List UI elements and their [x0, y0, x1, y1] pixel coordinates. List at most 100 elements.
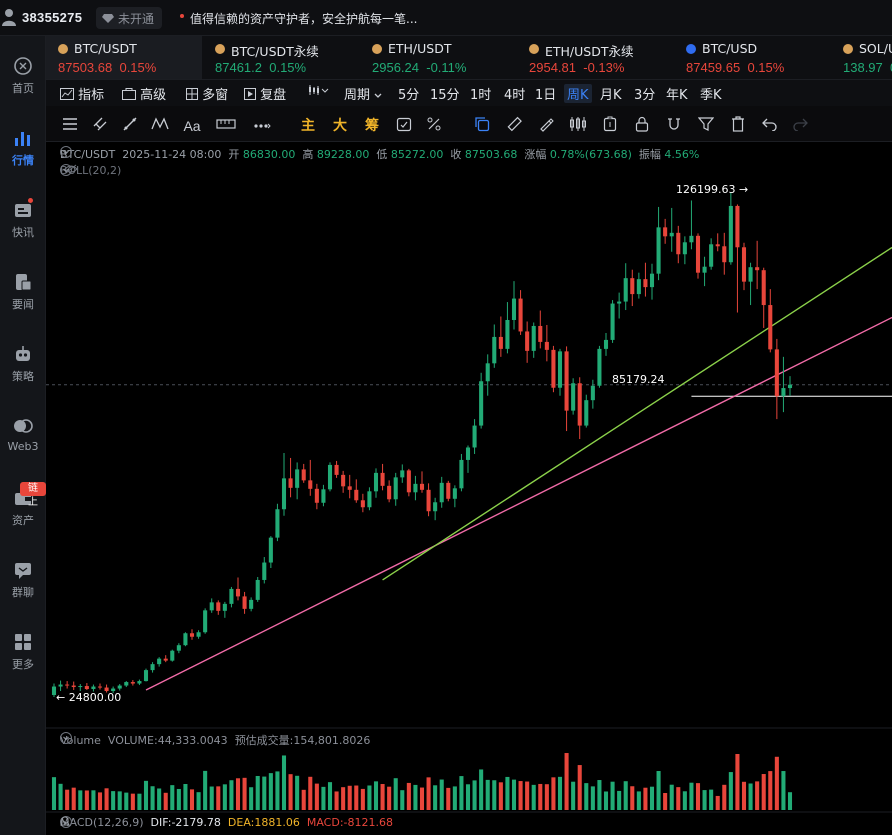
candle-body	[741, 247, 747, 282]
measure-icon[interactable]	[216, 116, 236, 136]
nav-item-chat[interactable]: 群聊	[0, 548, 46, 612]
interval-option[interactable]: 1日	[535, 88, 557, 103]
nav-item-market-chart[interactable]: 行情	[0, 116, 46, 180]
eye-hidden-icon[interactable]	[64, 164, 78, 174]
redo-icon[interactable]	[790, 116, 810, 136]
percent-icon[interactable]	[424, 116, 444, 136]
interval-option[interactable]: 5分	[398, 88, 420, 103]
multi-window-button[interactable]: 多窗	[186, 84, 228, 103]
candle-body	[281, 478, 287, 510]
interval-option[interactable]: 季K	[700, 88, 722, 103]
parallel-channel-icon[interactable]	[90, 116, 110, 136]
volume-bar	[71, 787, 76, 810]
candle-body	[689, 235, 694, 243]
ticker-tab[interactable]: ETH/USDT永续 2954.81 -0.13%	[517, 36, 673, 79]
candle-body	[354, 489, 359, 501]
trendline-icon[interactable]	[120, 116, 140, 136]
account-status-label: 未开通	[118, 11, 155, 26]
volume-bar	[577, 765, 582, 810]
ticker-tab[interactable]: SOL/U 138.97 0	[831, 36, 892, 79]
candle-body	[380, 472, 385, 486]
open-label: 开	[228, 148, 240, 161]
volume-bar	[183, 784, 188, 810]
copy-layers-icon[interactable]	[472, 116, 492, 136]
price-chart[interactable]: BTC/USDT 2025-11-24 08:00 开 86830.00 高 8…	[46, 142, 892, 835]
magnet-icon[interactable]	[664, 116, 684, 136]
indicator-button[interactable]: 指标	[60, 84, 104, 103]
estimate-label: 预估成交量:	[234, 734, 294, 747]
nav-item-wallet[interactable]: 资产 链上	[0, 476, 46, 540]
nav-label: 快讯	[12, 226, 34, 239]
volume-bar	[715, 795, 720, 810]
volume-bar	[505, 776, 510, 810]
nav-item-home[interactable]: 首页	[0, 44, 46, 108]
candle-body	[603, 339, 609, 349]
volume-bar	[492, 780, 497, 810]
ticker-pair: BTC/USDT永续	[231, 44, 319, 59]
trash-icon[interactable]	[728, 116, 748, 136]
candle-body	[781, 388, 786, 397]
candle-body	[222, 603, 227, 611]
ticker-tab[interactable]: BTC/USD 87459.65 0.15%	[674, 36, 830, 79]
candlestick-chart-svg[interactable]	[46, 142, 892, 835]
chart-type-button[interactable]	[308, 84, 330, 99]
ruler-icon[interactable]	[504, 116, 524, 136]
menu-lines-icon[interactable]	[60, 116, 80, 136]
ticker-tab[interactable]: ETH/USDT 2956.24 -0.11%	[360, 36, 516, 79]
replay-label: 复盘	[260, 88, 287, 103]
boll-indicator-line[interactable]: BOLL(20,2)	[60, 164, 121, 177]
user-id[interactable]: 38355275	[22, 10, 83, 25]
account-status-pill[interactable]: 未开通	[96, 7, 162, 29]
zigzag-icon[interactable]	[150, 116, 170, 136]
ohlc-info-line: BTC/USDT 2025-11-24 08:00 开 86830.00 高 8…	[60, 146, 699, 162]
nav-item-flash-news[interactable]: 快讯	[0, 188, 46, 252]
volume-bar	[275, 771, 280, 810]
candle-body	[183, 633, 188, 646]
candles-icon[interactable]	[568, 116, 588, 136]
ticker-tab[interactable]: BTC/USDT永续 87461.2 0.15%	[203, 36, 359, 79]
replay-button[interactable]: 复盘	[244, 84, 286, 103]
interval-option[interactable]: 1时	[470, 88, 492, 103]
candle-body	[84, 686, 89, 690]
main-indicator-toggle[interactable]: 主	[301, 118, 315, 134]
filter-icon[interactable]	[696, 116, 716, 136]
user-icon[interactable]	[2, 8, 16, 26]
candle-body	[327, 464, 333, 490]
lock-icon[interactable]	[632, 116, 652, 136]
nav-item-robot[interactable]: 策略	[0, 332, 46, 396]
interval-option[interactable]: 15分	[430, 88, 460, 103]
volume-bar	[347, 785, 352, 810]
chip-distribution-toggle[interactable]: 筹	[365, 118, 379, 134]
collapse-chevron-icon[interactable]	[60, 164, 72, 176]
text-tool-icon[interactable]: Aa	[183, 118, 201, 134]
nav-item-web3[interactable]: Web3	[0, 404, 46, 468]
collapse-chevron-icon[interactable]	[60, 732, 72, 744]
period-dropdown[interactable]: 周期	[344, 84, 382, 103]
interval-option[interactable]: 4时	[504, 88, 526, 103]
interval-option[interactable]: 年K	[666, 88, 688, 103]
undo-icon[interactable]	[760, 116, 780, 136]
interval-option[interactable]: 周K	[564, 84, 592, 103]
volume-bar	[341, 787, 346, 810]
notice-banner[interactable]: 值得信赖的资产守护者，安全护航每一笔...	[190, 12, 418, 26]
nav-label: 策略	[12, 370, 34, 383]
advanced-button[interactable]: 高级	[122, 84, 166, 103]
volume-bar	[196, 792, 201, 810]
more-tools-icon[interactable]	[252, 116, 272, 136]
candle-body	[446, 482, 451, 499]
brush-icon[interactable]	[536, 116, 556, 136]
big-order-toggle[interactable]: 大	[333, 118, 347, 134]
nav-item-news[interactable]: 要闻	[0, 260, 46, 324]
ticker-tab[interactable]: BTC/USDT 87503.68 0.15%	[46, 36, 202, 79]
interval-option[interactable]: 3分	[634, 88, 656, 103]
calendar-check-icon[interactable]	[394, 116, 414, 136]
ticker-change: -0.13%	[583, 60, 625, 75]
interval-option[interactable]: 月K	[600, 88, 622, 103]
volume-bar	[334, 791, 339, 810]
nav-item-more-grid[interactable]: 更多	[0, 620, 46, 684]
clipboard-icon[interactable]	[600, 116, 620, 136]
bell-icon[interactable]	[60, 816, 70, 828]
top-bar: 38355275 未开通 值得信赖的资产守护者，安全护航每一笔...	[0, 0, 892, 36]
collapse-chevron-icon[interactable]	[60, 146, 72, 158]
ticker-price: 2956.24	[372, 60, 419, 75]
